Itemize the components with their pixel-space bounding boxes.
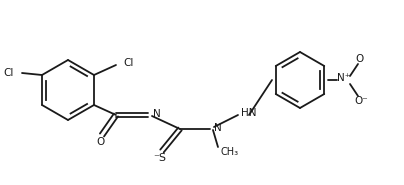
Text: ⁻S: ⁻S (154, 153, 166, 163)
Text: Cl: Cl (123, 58, 133, 68)
Text: O: O (356, 54, 364, 64)
Text: N: N (153, 109, 161, 119)
Text: N: N (214, 123, 222, 133)
Text: HN: HN (241, 108, 257, 118)
Text: N⁺: N⁺ (337, 73, 351, 83)
Text: CH₃: CH₃ (221, 147, 239, 157)
Text: O: O (97, 137, 105, 147)
Text: Cl: Cl (4, 68, 14, 78)
Text: O⁻: O⁻ (354, 96, 368, 106)
